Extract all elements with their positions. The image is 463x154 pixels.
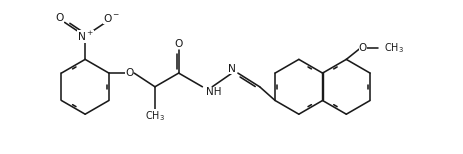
Text: CH$_3$: CH$_3$ [145, 109, 165, 123]
Text: O: O [56, 13, 64, 23]
Text: O: O [175, 39, 183, 49]
Text: NH: NH [206, 87, 222, 97]
Text: O: O [125, 68, 133, 78]
Text: $\mathsf{N^+}$: $\mathsf{N^+}$ [77, 30, 94, 43]
Text: O: O [359, 43, 367, 53]
Text: $\mathsf{O^-}$: $\mathsf{O^-}$ [103, 12, 120, 24]
Text: CH$_3$: CH$_3$ [384, 42, 404, 55]
Text: N: N [228, 64, 236, 74]
